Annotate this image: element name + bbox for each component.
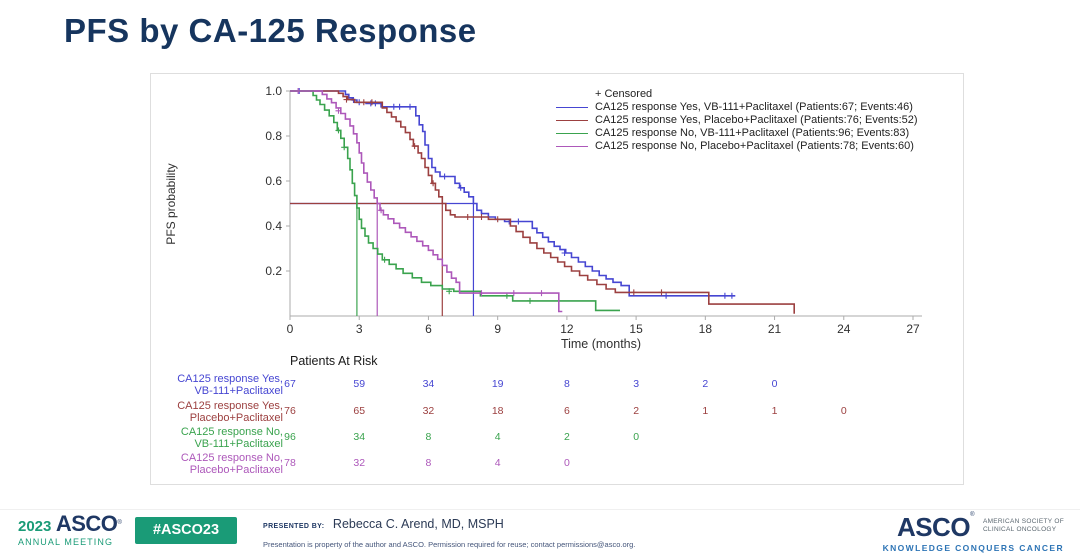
disclaimer-text: Presentation is property of the author a…: [263, 540, 636, 549]
svg-text:0.6: 0.6: [265, 174, 282, 188]
at-risk-count: 76: [284, 405, 296, 417]
at-risk-count: 19: [491, 378, 504, 390]
at-risk-count: 8: [563, 378, 570, 390]
society-name: AMERICAN SOCIETY OF CLINICAL ONCOLOGY: [982, 518, 1064, 533]
legend-line-swatch: [556, 120, 588, 121]
at-risk-count: 34: [353, 431, 366, 443]
asco-annual-meeting-logo: 2023 ASCO® ANNUAL MEETING: [18, 513, 122, 551]
y-axis-label: PFS probability: [164, 163, 178, 245]
asco-society-logo: ASCO® AMERICAN SOCIETY OF CLINICAL ONCOL…: [883, 512, 1064, 553]
slide-title: PFS by CA-125 Response: [64, 12, 477, 49]
registered-mark-icon: ®: [117, 520, 122, 526]
svg-text:24: 24: [837, 322, 851, 336]
at-risk-count: 0: [633, 431, 640, 443]
svg-text:6: 6: [425, 322, 432, 336]
svg-text:3: 3: [356, 322, 363, 336]
at-risk-row-label: CA125 response No, Placebo+Paclitaxel: [180, 452, 283, 476]
svg-text:18: 18: [699, 322, 713, 336]
at-risk-count: 67: [284, 378, 296, 390]
asco-wordmark: ASCO: [55, 511, 118, 536]
at-risk-row-label: CA125 response No, VB-111+Paclitaxel: [180, 426, 283, 450]
at-risk-count: 32: [353, 457, 366, 469]
at-risk-count: 0: [840, 405, 847, 417]
svg-text:0.2: 0.2: [265, 264, 282, 278]
at-risk-row-label: CA125 response Yes, Placebo+Paclitaxel: [177, 400, 283, 424]
footer: 2023 ASCO® ANNUAL MEETING #ASCO23 PRESEN…: [0, 509, 1080, 554]
at-risk-count: 0: [771, 378, 778, 390]
legend-item-label: CA125 response No, VB-111+Paclitaxel (Pa…: [595, 127, 910, 139]
at-risk-row-label: CA125 response Yes, VB-111+Paclitaxel: [177, 373, 283, 397]
logo-subtitle: ANNUAL MEETING: [18, 537, 114, 547]
at-risk-count: 2: [563, 431, 570, 443]
at-risk-count: 2: [633, 405, 640, 417]
svg-text:15: 15: [629, 322, 643, 336]
svg-text:12: 12: [560, 322, 574, 336]
at-risk-count: 96: [284, 431, 296, 443]
svg-text:1.0: 1.0: [265, 84, 282, 98]
legend-line-swatch: [556, 107, 588, 108]
at-risk-count: 3: [633, 378, 640, 390]
at-risk-count: 18: [491, 405, 504, 417]
legend: + Censored CA125 response Yes, VB-111+Pa…: [556, 88, 918, 153]
presenter-name: Rebecca C. Arend, MD, MSPH: [332, 517, 504, 531]
at-risk-count: 8: [425, 457, 432, 469]
svg-text:0: 0: [287, 322, 294, 336]
legend-item: CA125 response No, Placebo+Paclitaxel (P…: [556, 140, 918, 153]
legend-item: CA125 response No, VB-111+Paclitaxel (Pa…: [556, 127, 918, 140]
at-risk-count: 4: [494, 457, 501, 469]
km-plot: 1.0 0.8 0.6 0.4 0.2 0 3 6 9 12 15 18 21 24 27: [265, 84, 922, 336]
presented-by-block: PRESENTED BY: Rebecca C. Arend, MD, MSPH…: [263, 515, 635, 549]
registered-mark-icon: ®: [970, 512, 975, 518]
legend-item-label: CA125 response Yes, Placebo+Paclitaxel (…: [595, 114, 918, 126]
at-risk-title: Patients At Risk: [290, 354, 378, 368]
legend-censored: + Censored: [556, 88, 918, 101]
at-risk-count: 0: [563, 457, 570, 469]
at-risk-count: 1: [771, 405, 778, 417]
presented-by-label: PRESENTED BY:: [263, 523, 325, 530]
at-risk-count: 4: [494, 431, 501, 443]
at-risk-count: 34: [422, 378, 435, 390]
svg-text:0.8: 0.8: [265, 129, 282, 143]
legend-line-swatch: [556, 133, 588, 134]
chart-panel: 1.0 0.8 0.6 0.4 0.2 0 3 6 9 12 15 18 21 24 27 PFS prob…: [150, 73, 964, 485]
asco-wordmark: ASCO: [896, 512, 971, 542]
legend-line-swatch: [556, 146, 588, 147]
at-risk-count: 78: [284, 457, 296, 469]
at-risk-count: 59: [353, 378, 366, 390]
legend-item: CA125 response Yes, Placebo+Paclitaxel (…: [556, 114, 918, 127]
at-risk-count: 8: [425, 431, 432, 443]
hashtag-badge: #ASCO23: [135, 517, 237, 544]
legend-item-label: CA125 response No, Placebo+Paclitaxel (P…: [595, 140, 914, 152]
at-risk-count: 32: [422, 405, 435, 417]
logo-year: 2023: [18, 518, 52, 535]
legend-item: CA125 response Yes, VB-111+Paclitaxel (P…: [556, 101, 918, 114]
at-risk-count: 65: [353, 405, 366, 417]
svg-text:9: 9: [494, 322, 501, 336]
svg-text:27: 27: [906, 322, 920, 336]
svg-text:0.4: 0.4: [265, 219, 282, 233]
legend-censored-label: + Censored: [595, 88, 653, 100]
at-risk-count: 1: [702, 405, 709, 417]
at-risk-count: 6: [563, 405, 570, 417]
legend-item-label: CA125 response Yes, VB-111+Paclitaxel (P…: [595, 101, 913, 113]
svg-text:21: 21: [768, 322, 782, 336]
x-axis-label: Time (months): [560, 337, 642, 351]
tagline: KNOWLEDGE CONQUERS CANCER: [882, 543, 1064, 553]
at-risk-count: 2: [702, 378, 709, 390]
